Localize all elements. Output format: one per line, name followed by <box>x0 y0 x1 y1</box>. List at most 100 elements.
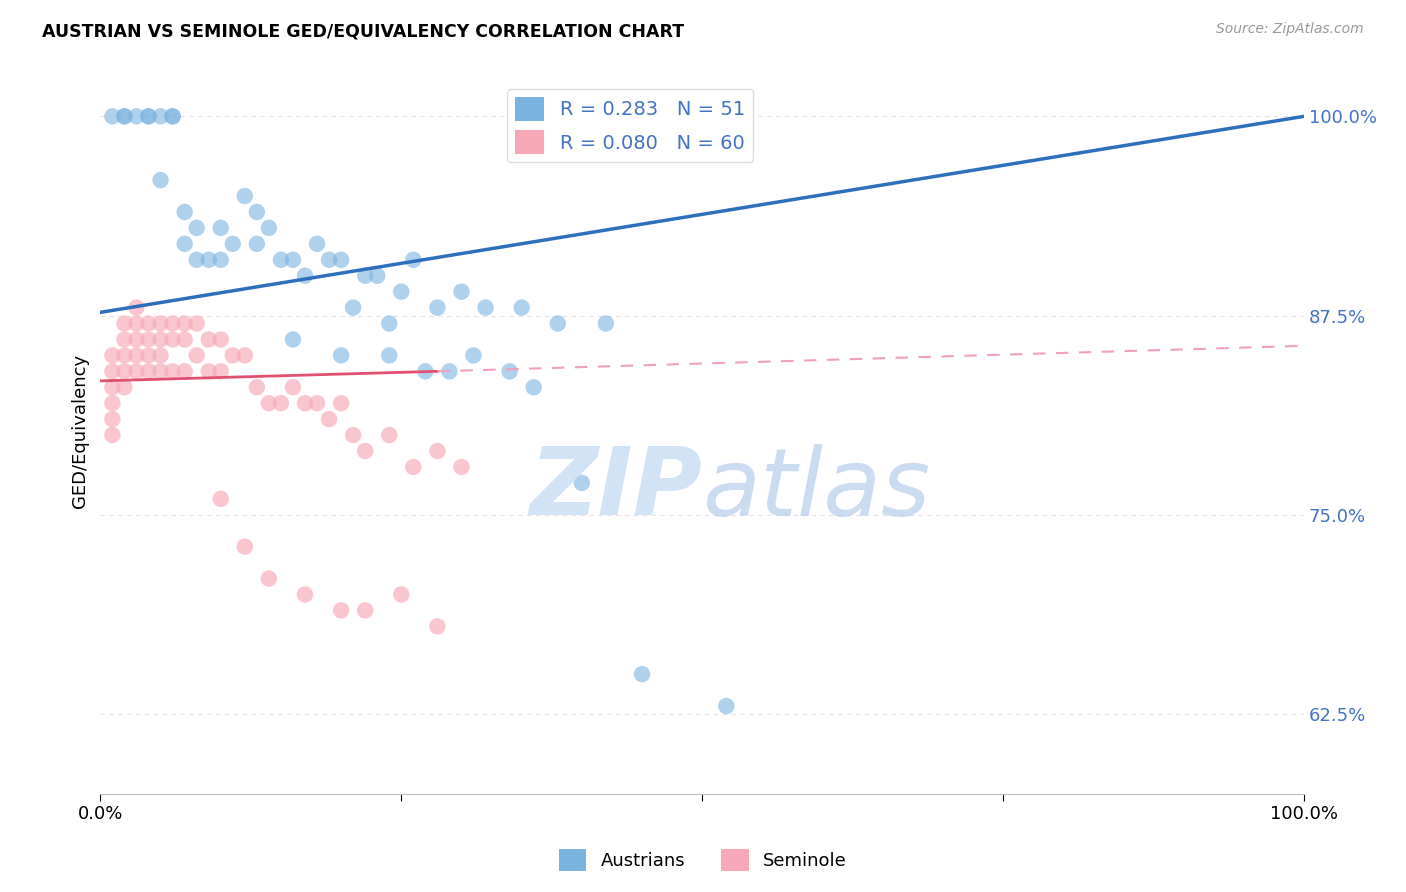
Point <box>354 603 377 617</box>
Point <box>281 252 304 267</box>
Point <box>270 252 292 267</box>
Point <box>222 348 245 362</box>
Point <box>389 285 412 299</box>
Point <box>162 109 184 123</box>
Point <box>149 364 172 378</box>
Point <box>209 333 232 347</box>
Point <box>342 301 364 315</box>
Point <box>246 205 269 219</box>
Point <box>294 268 316 283</box>
Point <box>439 364 461 378</box>
Text: AUSTRIAN VS SEMINOLE GED/EQUIVALENCY CORRELATION CHART: AUSTRIAN VS SEMINOLE GED/EQUIVALENCY COR… <box>42 22 685 40</box>
Point <box>125 333 148 347</box>
Point <box>162 109 184 123</box>
Point <box>378 428 401 442</box>
Point <box>112 333 135 347</box>
Point <box>389 587 412 601</box>
Point <box>112 364 135 378</box>
Point <box>342 428 364 442</box>
Point <box>631 667 654 681</box>
Point <box>186 252 208 267</box>
Point <box>149 109 172 123</box>
Point <box>138 109 160 123</box>
Point <box>101 396 124 410</box>
Point <box>101 348 124 362</box>
Point <box>366 268 388 283</box>
Point <box>426 619 449 633</box>
Point <box>149 333 172 347</box>
Point <box>330 603 353 617</box>
Point <box>330 348 353 362</box>
Point <box>318 252 340 267</box>
Point <box>498 364 520 378</box>
Point <box>173 333 195 347</box>
Point <box>138 348 160 362</box>
Point <box>162 364 184 378</box>
Point <box>463 348 485 362</box>
Point <box>257 220 280 235</box>
Point <box>101 364 124 378</box>
Point <box>450 459 472 474</box>
Point <box>162 333 184 347</box>
Point <box>138 317 160 331</box>
Point <box>305 396 328 410</box>
Point <box>112 109 135 123</box>
Point <box>246 380 269 394</box>
Point <box>257 572 280 586</box>
Point <box>149 348 172 362</box>
Point <box>101 109 124 123</box>
Point <box>547 317 569 331</box>
Point <box>162 317 184 331</box>
Point <box>523 380 546 394</box>
Point <box>125 364 148 378</box>
Point <box>125 109 148 123</box>
Legend: R = 0.283   N = 51, R = 0.080   N = 60: R = 0.283 N = 51, R = 0.080 N = 60 <box>508 89 752 161</box>
Text: Source: ZipAtlas.com: Source: ZipAtlas.com <box>1216 22 1364 37</box>
Point <box>571 475 593 490</box>
Text: atlas: atlas <box>702 443 931 534</box>
Point <box>138 333 160 347</box>
Point <box>101 428 124 442</box>
Point <box>510 301 533 315</box>
Point <box>257 396 280 410</box>
Point <box>125 317 148 331</box>
Point <box>233 540 256 554</box>
Point <box>112 317 135 331</box>
Point <box>125 301 148 315</box>
Point <box>281 333 304 347</box>
Point <box>173 317 195 331</box>
Point <box>209 220 232 235</box>
Point <box>138 364 160 378</box>
Point <box>209 252 232 267</box>
Point <box>197 333 219 347</box>
Point <box>197 364 219 378</box>
Y-axis label: GED/Equivalency: GED/Equivalency <box>72 354 89 508</box>
Point <box>378 348 401 362</box>
Legend: Austrians, Seminole: Austrians, Seminole <box>553 842 853 879</box>
Point <box>426 301 449 315</box>
Point <box>101 412 124 426</box>
Point <box>233 348 256 362</box>
Point <box>595 317 617 331</box>
Point <box>125 348 148 362</box>
Point <box>233 189 256 203</box>
Point <box>402 459 425 474</box>
Point <box>318 412 340 426</box>
Point <box>173 205 195 219</box>
Point <box>281 380 304 394</box>
Point <box>138 109 160 123</box>
Point <box>173 364 195 378</box>
Point <box>149 317 172 331</box>
Point <box>112 348 135 362</box>
Point <box>426 444 449 458</box>
Point <box>305 236 328 251</box>
Point <box>197 252 219 267</box>
Point <box>101 380 124 394</box>
Point <box>716 699 738 714</box>
Point <box>330 396 353 410</box>
Point <box>415 364 437 378</box>
Point <box>378 317 401 331</box>
Point <box>186 317 208 331</box>
Point <box>173 236 195 251</box>
Point <box>354 268 377 283</box>
